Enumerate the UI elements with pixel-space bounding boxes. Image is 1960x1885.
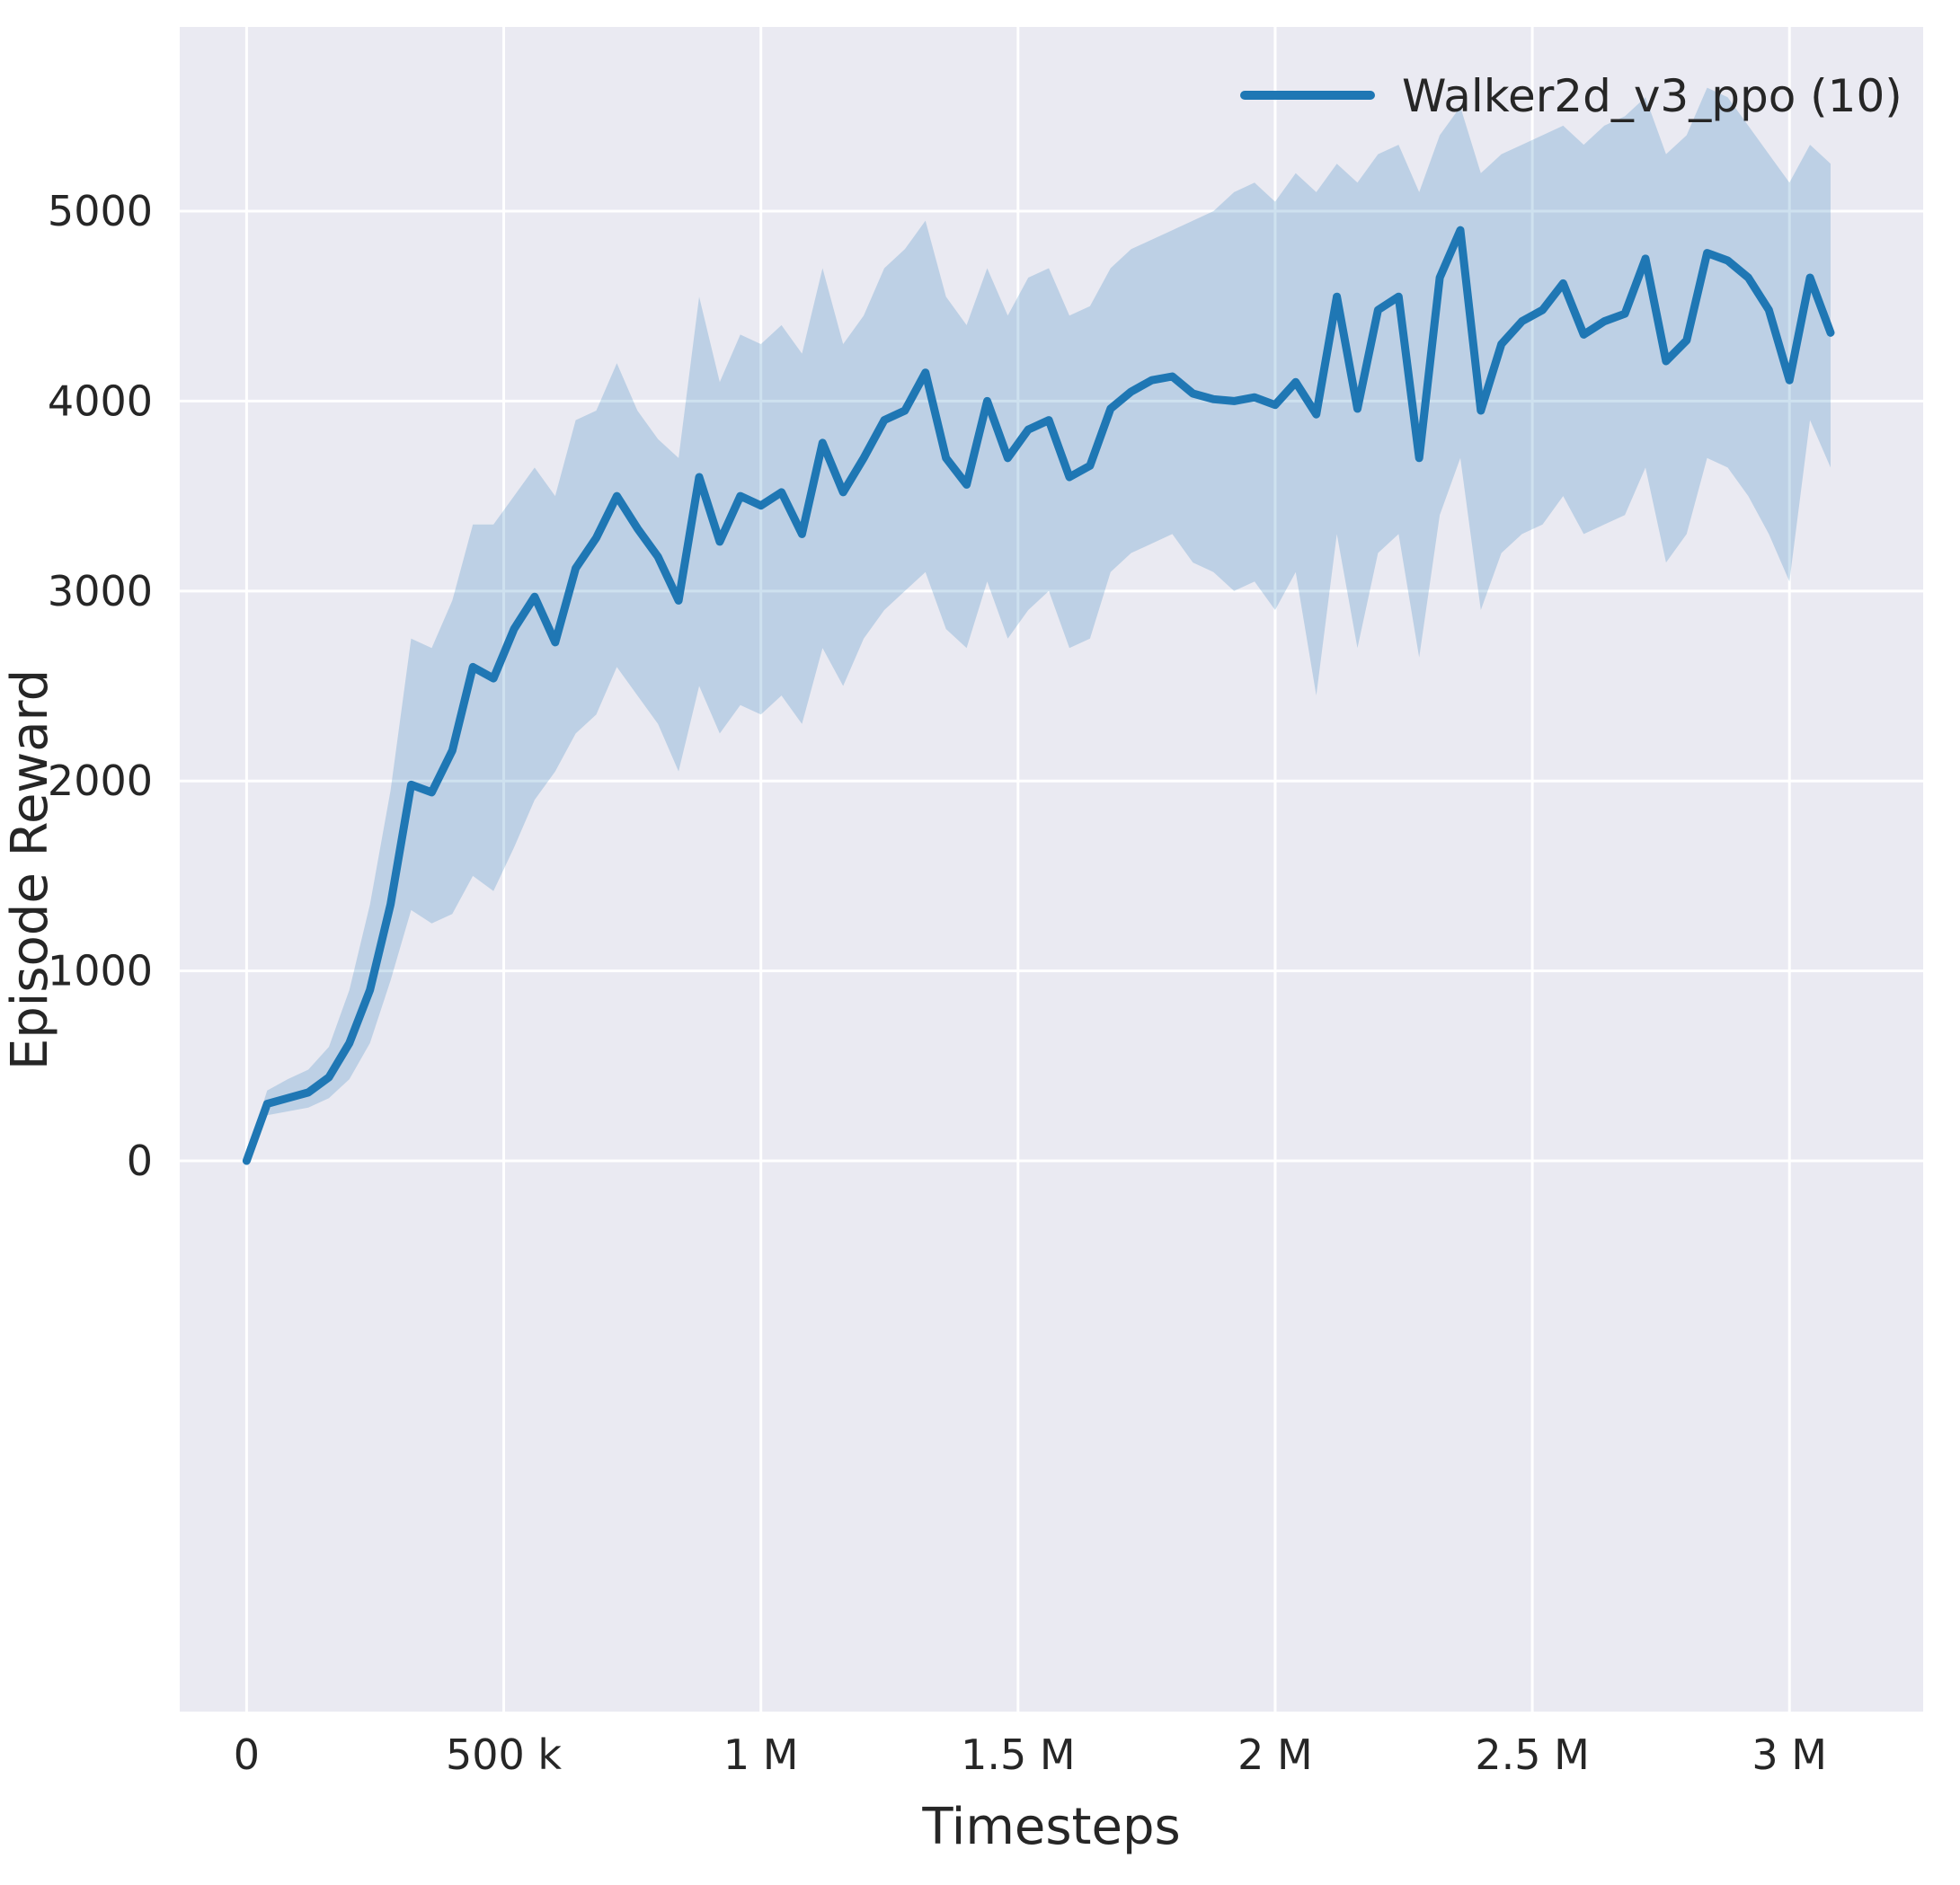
- y-tick-label: 0: [127, 1137, 153, 1185]
- x-axis-label: Timesteps: [921, 1798, 1180, 1856]
- series-line: [242, 226, 1835, 1165]
- x-tick-label: 0: [234, 1730, 260, 1779]
- x-tick-label: 2.5 M: [1475, 1730, 1589, 1779]
- legend: Walker2d_v3_ppo (10): [1240, 70, 1902, 122]
- x-tick-label: 500 k: [446, 1730, 562, 1779]
- x-tick-label: 1 M: [723, 1730, 799, 1779]
- y-axis-label: Episode Reward: [1, 669, 59, 1070]
- plot-area: [180, 27, 1923, 1712]
- x-tick-label: 2 M: [1237, 1730, 1313, 1779]
- y-tick-label: 3000: [48, 567, 153, 615]
- x-tick-label: 1.5 M: [961, 1730, 1075, 1779]
- y-tick-label: 5000: [48, 187, 153, 235]
- x-tick-label: 3 M: [1752, 1730, 1827, 1779]
- y-tick-label: 1000: [48, 947, 153, 996]
- y-tick-label: 2000: [48, 757, 153, 805]
- y-tick-label: 4000: [48, 376, 153, 425]
- legend-label: Walker2d_v3_ppo (10): [1402, 70, 1902, 122]
- plot-layer: 0 500 k 1 M 1.5 M 2 M 2.5 M 3 M 0 1000 2000 3000 40…: [48, 27, 1923, 1779]
